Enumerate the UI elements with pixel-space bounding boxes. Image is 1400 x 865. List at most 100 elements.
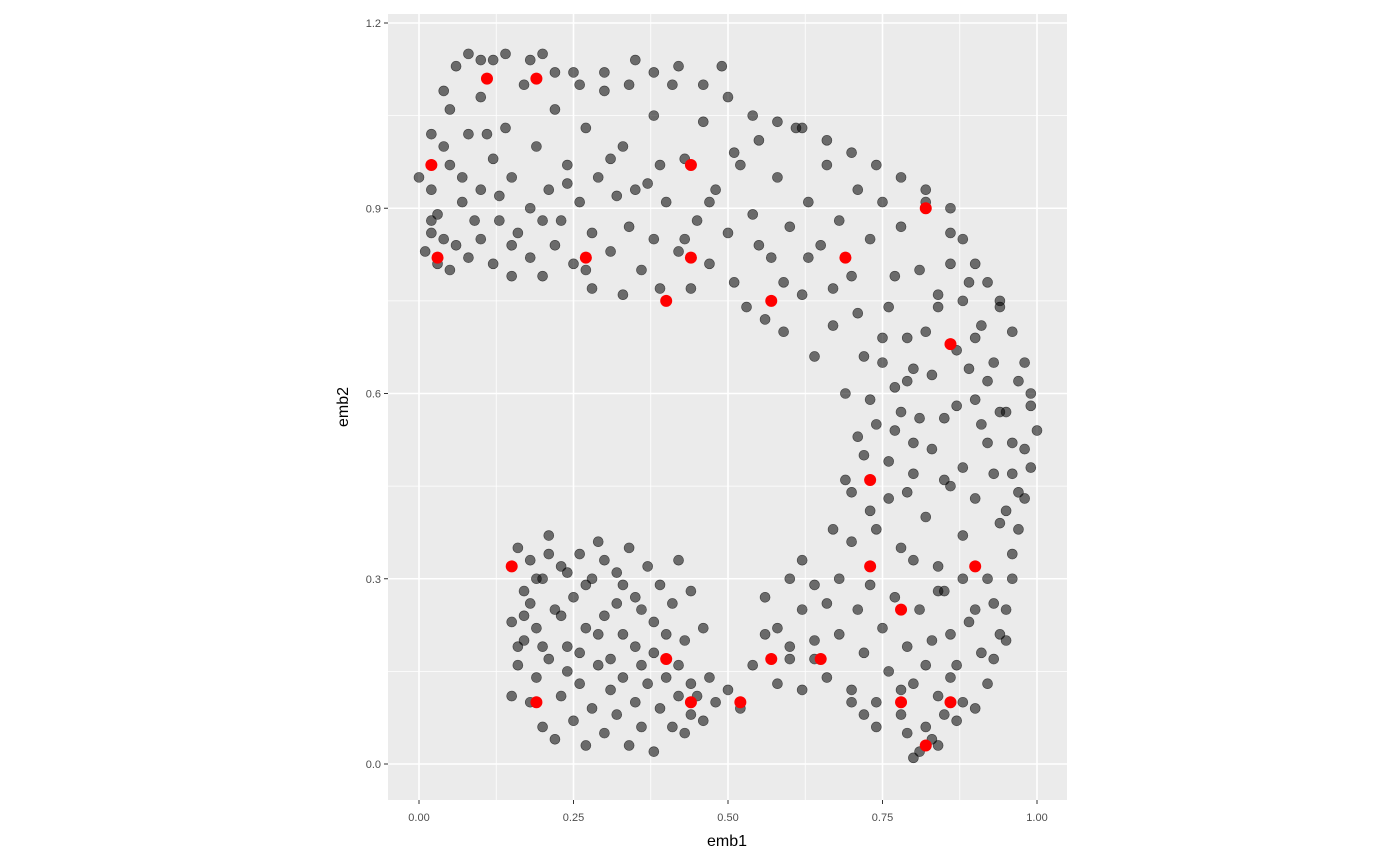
data-point — [537, 215, 548, 226]
data-point — [450, 60, 462, 72]
data-point — [574, 196, 585, 208]
data-point — [679, 635, 691, 646]
data-point — [994, 517, 1006, 529]
data-point — [895, 709, 907, 720]
data-point — [1025, 462, 1037, 473]
data-point — [883, 301, 894, 313]
data-point — [710, 696, 721, 708]
data-point — [1013, 524, 1024, 535]
data-point — [895, 172, 907, 183]
data-point — [1019, 357, 1030, 368]
highlighted-point — [919, 202, 932, 215]
data-point — [932, 585, 944, 597]
data-point — [438, 85, 450, 97]
data-point — [908, 554, 919, 566]
data-point — [629, 54, 641, 66]
highlighted-point — [684, 159, 697, 172]
data-point — [648, 746, 660, 757]
highlighted-point — [969, 560, 982, 573]
data-point — [1019, 443, 1030, 455]
data-point — [580, 622, 592, 634]
data-point — [796, 604, 808, 615]
data-point — [796, 289, 808, 301]
data-point — [506, 690, 518, 702]
data-point — [673, 60, 684, 72]
data-point — [846, 147, 857, 158]
data-point — [673, 554, 684, 566]
data-point — [728, 147, 740, 158]
data-point — [982, 375, 993, 387]
data-point — [821, 135, 833, 146]
data-point — [524, 598, 536, 609]
highlighted-point — [480, 72, 493, 85]
data-point — [629, 641, 641, 652]
data-point — [599, 554, 610, 566]
data-point — [469, 215, 480, 226]
data-point — [988, 357, 1000, 368]
data-point — [932, 561, 944, 572]
data-point — [796, 122, 808, 134]
data-point — [592, 629, 604, 640]
data-point — [778, 326, 789, 338]
data-point — [883, 666, 894, 677]
data-point — [976, 647, 987, 659]
data-point — [772, 678, 783, 690]
data-point — [1031, 425, 1043, 436]
data-point — [747, 110, 759, 121]
data-point — [629, 184, 641, 196]
data-point — [988, 598, 1000, 609]
data-point — [840, 388, 851, 399]
data-point — [871, 696, 882, 708]
data-point — [654, 283, 666, 294]
highlighted-point — [684, 696, 697, 709]
data-point — [685, 678, 697, 690]
data-point — [617, 141, 629, 152]
data-point — [895, 406, 907, 418]
data-point — [846, 486, 857, 498]
data-point — [920, 511, 932, 523]
data-point — [976, 419, 987, 430]
data-point — [518, 79, 530, 91]
data-point — [932, 301, 944, 313]
data-point — [908, 468, 919, 480]
data-point — [654, 159, 666, 171]
highlighted-point — [425, 159, 438, 172]
y-axis-title: emb2 — [335, 387, 352, 427]
data-point — [463, 252, 474, 263]
data-point — [611, 598, 623, 609]
data-point — [877, 622, 888, 634]
data-point — [506, 616, 518, 628]
data-point — [623, 79, 635, 91]
data-point — [889, 591, 901, 603]
highlighted-point — [505, 560, 518, 573]
data-point — [982, 277, 993, 288]
data-point — [982, 678, 993, 690]
data-point — [642, 561, 653, 572]
data-point — [648, 233, 660, 245]
data-point — [524, 554, 536, 566]
data-point — [673, 246, 684, 257]
data-point — [994, 301, 1006, 313]
data-point — [722, 227, 734, 239]
data-point — [512, 641, 524, 652]
y-tick-label: 0.9 — [366, 203, 381, 215]
data-point — [512, 227, 524, 239]
data-point — [809, 635, 820, 646]
data-point — [660, 672, 672, 683]
data-point — [728, 277, 740, 288]
data-point — [543, 530, 555, 541]
data-point — [759, 314, 771, 325]
data-point — [611, 709, 623, 720]
data-point — [463, 128, 474, 140]
data-point — [574, 647, 585, 659]
data-point — [438, 233, 450, 245]
data-point — [926, 635, 938, 646]
data-point — [506, 240, 518, 251]
data-point — [611, 567, 623, 578]
data-point — [969, 332, 981, 344]
data-point — [555, 215, 567, 226]
data-point — [506, 270, 518, 282]
data-point — [864, 505, 876, 517]
data-point — [549, 67, 561, 78]
data-point — [772, 116, 783, 128]
